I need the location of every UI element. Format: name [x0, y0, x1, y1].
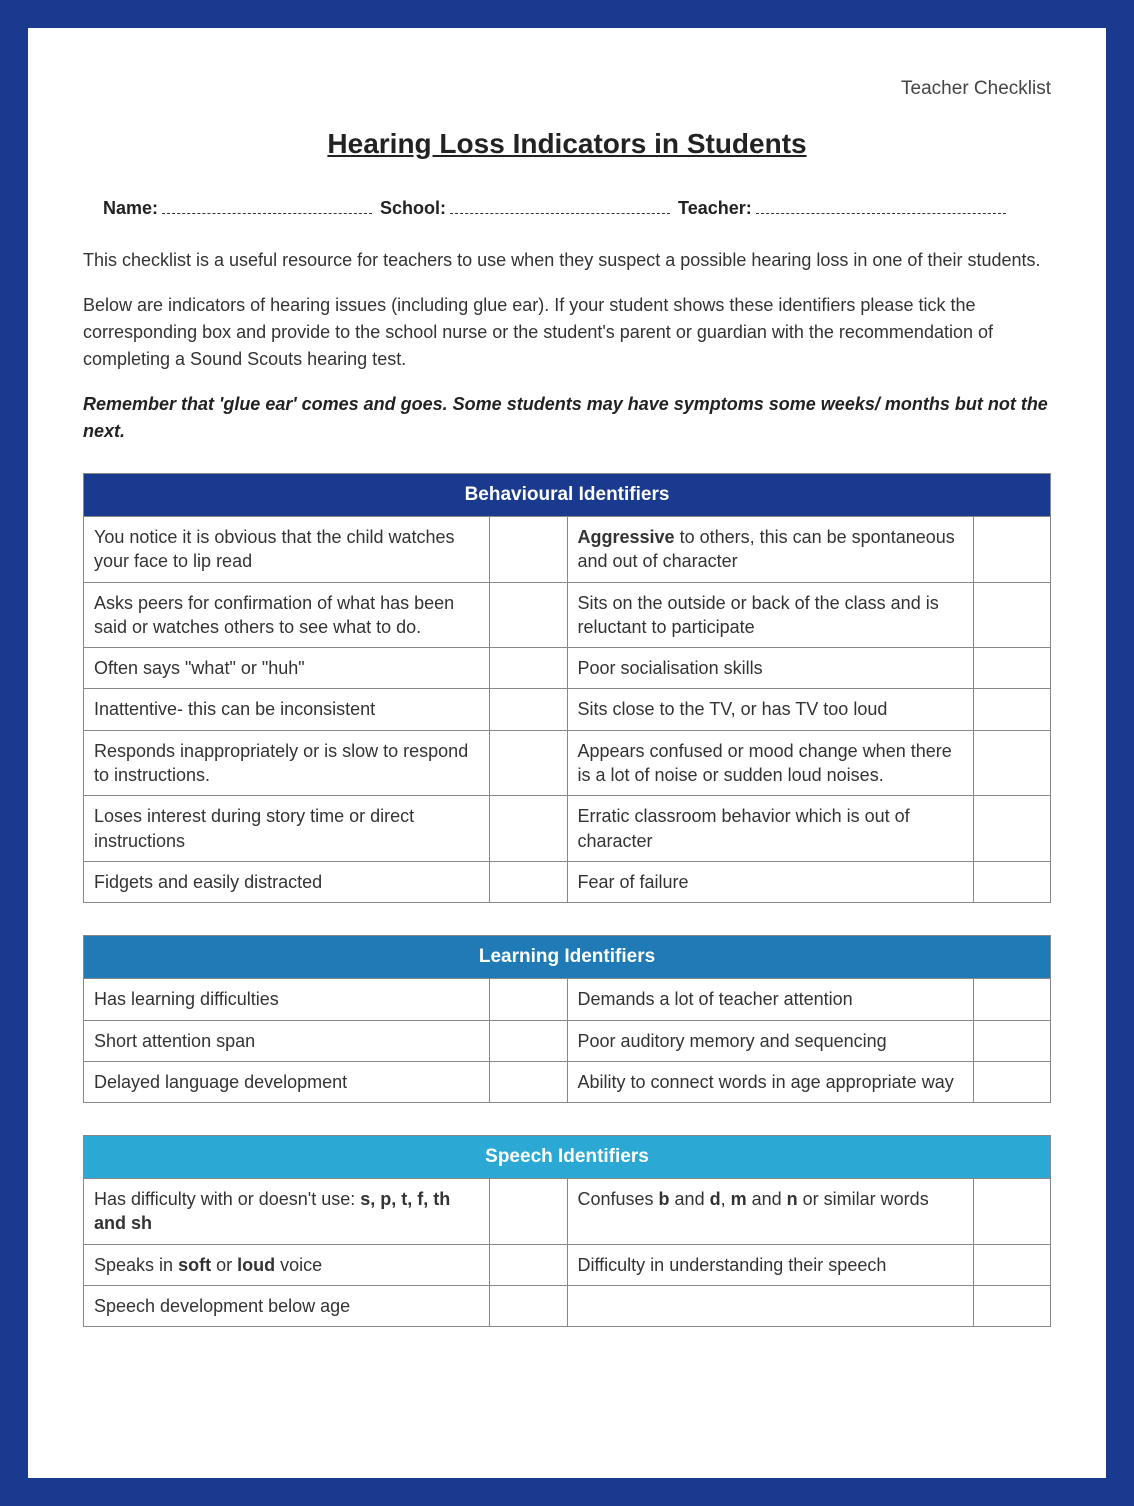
- checkbox-cell[interactable]: [490, 861, 567, 902]
- table-row: You notice it is obvious that the child …: [84, 517, 1051, 583]
- intro-paragraph-2: Below are indicators of hearing issues (…: [83, 292, 1051, 373]
- indicator-cell: Confuses b and d, m and n or similar wor…: [567, 1179, 973, 1245]
- checkbox-cell[interactable]: [973, 730, 1050, 796]
- indicator-cell: Asks peers for confirmation of what has …: [84, 582, 490, 648]
- indicator-cell: Sits close to the TV, or has TV too loud: [567, 689, 973, 730]
- indicator-cell: Speaks in soft or loud voice: [84, 1244, 490, 1285]
- learning-header: Learning Identifiers: [84, 936, 1051, 979]
- indicator-cell: Fidgets and easily distracted: [84, 861, 490, 902]
- indicator-cell: Loses interest during story time or dire…: [84, 796, 490, 862]
- checkbox-cell[interactable]: [973, 582, 1050, 648]
- table-row: Loses interest during story time or dire…: [84, 796, 1051, 862]
- page-title: Hearing Loss Indicators in Students: [83, 128, 1051, 160]
- table-row: Responds inappropriately or is slow to r…: [84, 730, 1051, 796]
- speech-body: Has difficulty with or doesn't use: s, p…: [84, 1179, 1051, 1327]
- indicator-cell: Poor auditory memory and sequencing: [567, 1020, 973, 1061]
- school-label: School:: [380, 198, 446, 219]
- table-row: Delayed language development Ability to c…: [84, 1061, 1051, 1102]
- table-row: Inattentive- this can be inconsistent Sit…: [84, 689, 1051, 730]
- indicator-cell: Difficulty in understanding their speech: [567, 1244, 973, 1285]
- indicator-cell: Often says "what" or "huh": [84, 648, 490, 689]
- indicator-cell: Short attention span: [84, 1020, 490, 1061]
- indicator-cell: Has difficulty with or doesn't use: s, p…: [84, 1179, 490, 1245]
- checkbox-cell[interactable]: [973, 1179, 1050, 1245]
- checkbox-cell[interactable]: [973, 648, 1050, 689]
- table-row: Fidgets and easily distracted Fear of fai…: [84, 861, 1051, 902]
- checkbox-cell[interactable]: [973, 1244, 1050, 1285]
- school-input-line[interactable]: [450, 196, 670, 214]
- behavioural-table: Behavioural Identifiers You notice it is…: [83, 473, 1051, 903]
- learning-table: Learning Identifiers Has learning diffic…: [83, 935, 1051, 1103]
- checkbox-cell[interactable]: [490, 1244, 567, 1285]
- speech-header: Speech Identifiers: [84, 1136, 1051, 1179]
- checkbox-cell[interactable]: [973, 1286, 1050, 1327]
- indicator-cell: Demands a lot of teacher attention: [567, 979, 973, 1020]
- name-label: Name:: [103, 198, 158, 219]
- name-field: Name:: [103, 196, 372, 219]
- checkbox-cell[interactable]: [973, 689, 1050, 730]
- indicator-cell: Aggressive to others, this can be sponta…: [567, 517, 973, 583]
- checkbox-cell[interactable]: [490, 979, 567, 1020]
- school-field: School:: [380, 196, 670, 219]
- checkbox-cell[interactable]: [490, 689, 567, 730]
- intro-paragraph-1: This checklist is a useful resource for …: [83, 247, 1051, 274]
- checkbox-cell[interactable]: [973, 796, 1050, 862]
- indicator-cell: Delayed language development: [84, 1061, 490, 1102]
- checkbox-cell[interactable]: [490, 796, 567, 862]
- indicator-cell: Erratic classroom behavior which is out …: [567, 796, 973, 862]
- reminder-paragraph: Remember that 'glue ear' comes and goes.…: [83, 391, 1051, 445]
- indicator-cell: Appears confused or mood change when the…: [567, 730, 973, 796]
- learning-body: Has learning difficulties Demands a lot o…: [84, 979, 1051, 1103]
- teacher-field: Teacher:: [678, 196, 1006, 219]
- checkbox-cell[interactable]: [973, 1061, 1050, 1102]
- table-row: Short attention span Poor auditory memory…: [84, 1020, 1051, 1061]
- form-row: Name: School: Teacher:: [103, 196, 1031, 219]
- teacher-input-line[interactable]: [756, 196, 1006, 214]
- page: Teacher Checklist Hearing Loss Indicator…: [28, 28, 1106, 1478]
- checkbox-cell[interactable]: [490, 648, 567, 689]
- indicator-cell: Responds inappropriately or is slow to r…: [84, 730, 490, 796]
- checkbox-cell[interactable]: [490, 517, 567, 583]
- checkbox-cell[interactable]: [973, 979, 1050, 1020]
- table-row: Speech development below age: [84, 1286, 1051, 1327]
- document-border: Teacher Checklist Hearing Loss Indicator…: [0, 0, 1134, 1506]
- indicator-cell: Fear of failure: [567, 861, 973, 902]
- indicator-cell: Ability to connect words in age appropri…: [567, 1061, 973, 1102]
- table-row: Has learning difficulties Demands a lot o…: [84, 979, 1051, 1020]
- indicator-cell: You notice it is obvious that the child …: [84, 517, 490, 583]
- indicator-cell: Sits on the outside or back of the class…: [567, 582, 973, 648]
- checkbox-cell[interactable]: [490, 1179, 567, 1245]
- indicator-cell: Speech development below age: [84, 1286, 490, 1327]
- checkbox-cell[interactable]: [490, 1061, 567, 1102]
- checkbox-cell[interactable]: [490, 730, 567, 796]
- checkbox-cell[interactable]: [973, 1020, 1050, 1061]
- header-label: Teacher Checklist: [83, 78, 1051, 100]
- indicator-cell: Poor socialisation skills: [567, 648, 973, 689]
- speech-table: Speech Identifiers Has difficulty with o…: [83, 1135, 1051, 1327]
- checkbox-cell[interactable]: [490, 1286, 567, 1327]
- table-row: Often says "what" or "huh" Poor socialisa…: [84, 648, 1051, 689]
- checkbox-cell[interactable]: [490, 582, 567, 648]
- checkbox-cell[interactable]: [490, 1020, 567, 1061]
- table-row: Speaks in soft or loud voice Difficulty i…: [84, 1244, 1051, 1285]
- indicator-cell: Has learning difficulties: [84, 979, 490, 1020]
- checkbox-cell[interactable]: [973, 861, 1050, 902]
- table-row: Has difficulty with or doesn't use: s, p…: [84, 1179, 1051, 1245]
- behavioural-body: You notice it is obvious that the child …: [84, 517, 1051, 903]
- table-row: Asks peers for confirmation of what has …: [84, 582, 1051, 648]
- teacher-label: Teacher:: [678, 198, 752, 219]
- checkbox-cell[interactable]: [973, 517, 1050, 583]
- name-input-line[interactable]: [162, 196, 372, 214]
- behavioural-header: Behavioural Identifiers: [84, 474, 1051, 517]
- indicator-cell: Inattentive- this can be inconsistent: [84, 689, 490, 730]
- indicator-cell: [567, 1286, 973, 1327]
